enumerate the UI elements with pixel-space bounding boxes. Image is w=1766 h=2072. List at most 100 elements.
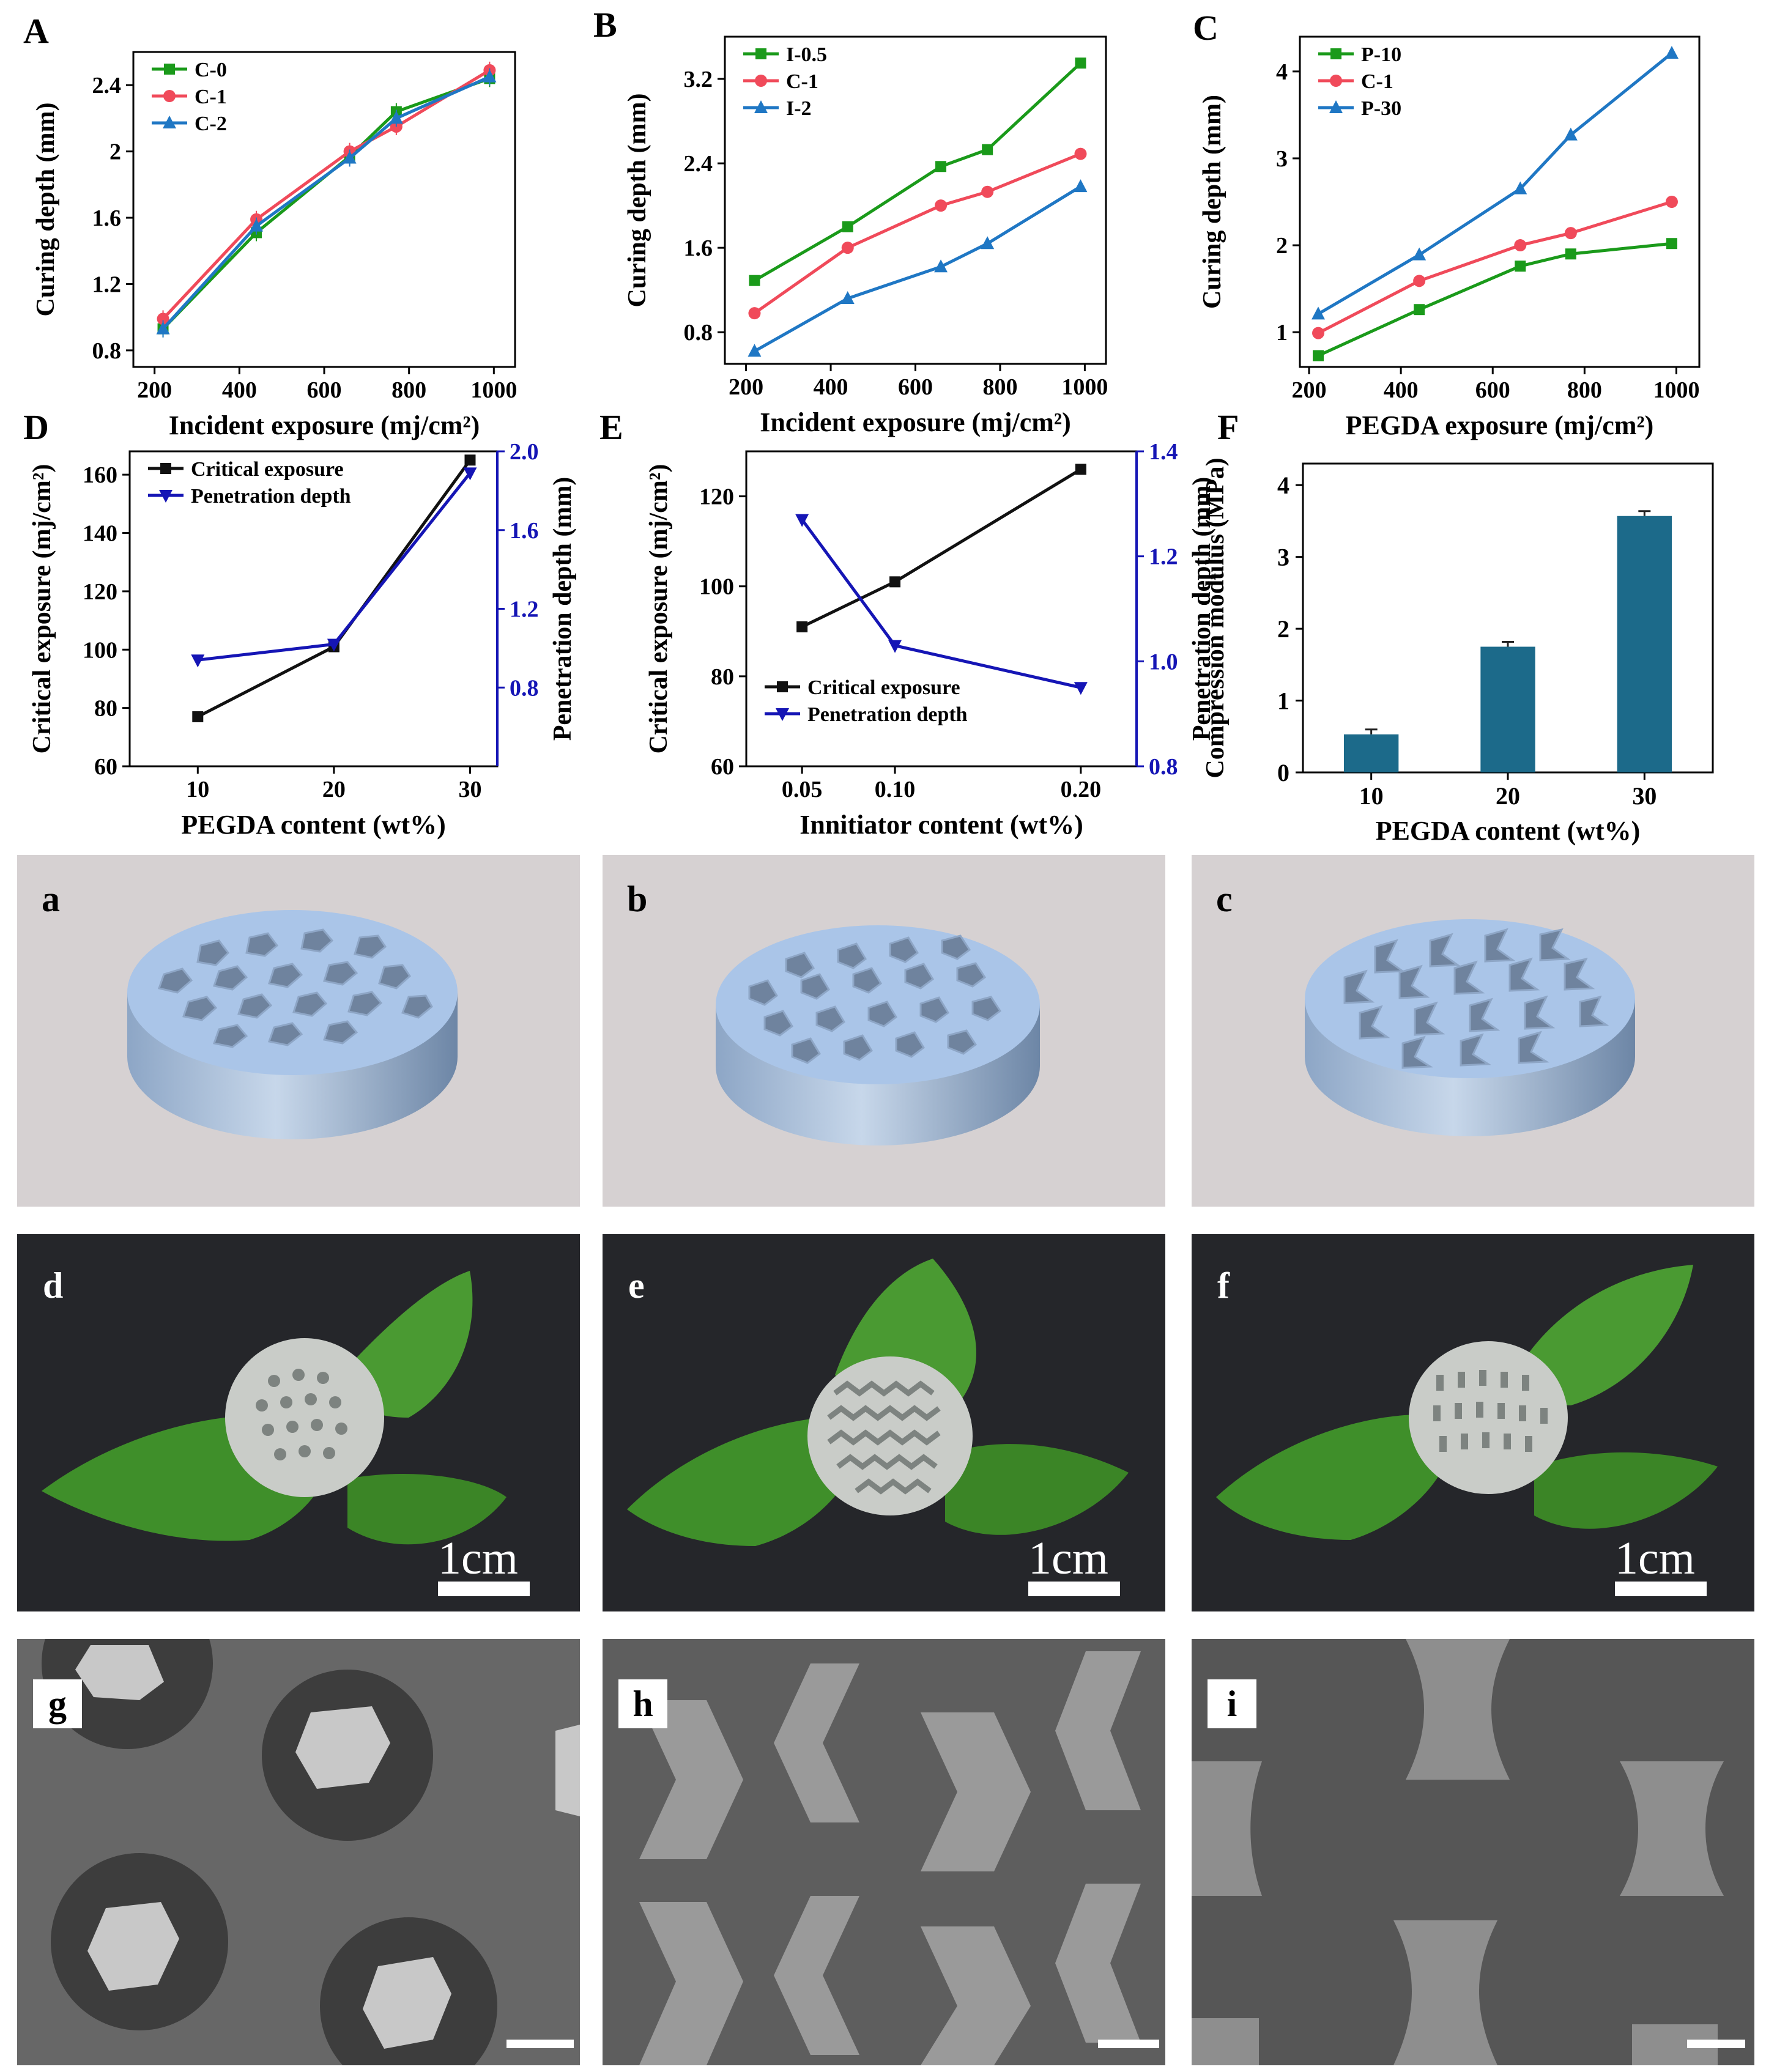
- plot-frame: [132, 51, 516, 368]
- data-point: [250, 218, 264, 232]
- y-tick-label: 0.8: [684, 320, 713, 346]
- y-right-tick-label: 1.0: [1149, 649, 1178, 675]
- data-point: [1412, 247, 1427, 261]
- y-tick-label: 140: [83, 521, 117, 547]
- x-tick-label: 800: [1567, 377, 1602, 403]
- plot-frame: [724, 35, 1107, 365]
- series-line: [801, 468, 1082, 629]
- y-right-tick-label: 0.8: [510, 675, 539, 701]
- data-point: [1413, 275, 1426, 287]
- data-point: [483, 69, 497, 83]
- series-line: [754, 62, 1082, 282]
- y-axis-label: Curing depth (mm): [32, 102, 60, 316]
- y-tick-label: 1.6: [92, 205, 122, 231]
- x-tick-label: 0.20: [1061, 777, 1102, 802]
- y-tick-label: 3: [1277, 544, 1289, 571]
- legend-label: P-30: [1361, 97, 1401, 120]
- data-point: [796, 621, 808, 632]
- plot-frame: [1299, 35, 1701, 368]
- legend-label: C-1: [786, 70, 818, 93]
- legend-marker: [776, 708, 789, 721]
- data-point: [1515, 261, 1526, 272]
- data-point: [934, 259, 948, 273]
- photo-panel-f: f 1cm: [1192, 1234, 1754, 1611]
- bar: [1344, 734, 1399, 772]
- legend-label: Critical exposure: [191, 458, 344, 481]
- legend-marker: [755, 75, 767, 87]
- data-point: [842, 221, 853, 232]
- bowtie-scaffold-model: [1305, 919, 1635, 1136]
- x-tick-label: 800: [982, 374, 1017, 400]
- panel-letter-a: a: [42, 879, 60, 919]
- chart-a: A 200 400 600 800 1000 0.8 1.2 1.6 2 2.4 C-0 C-1 C-2 I…: [23, 11, 517, 440]
- legend-marker: [164, 64, 175, 75]
- legend-marker: [754, 100, 768, 113]
- x-tick-label: 30: [458, 777, 481, 802]
- x-axis-label: PEGDA content (wt%): [1376, 816, 1641, 846]
- scale-bar-i: [1687, 2040, 1745, 2048]
- x-axis-label: Incident exposure (mj/cm²): [760, 407, 1071, 437]
- x-tick-label: 200: [137, 377, 172, 403]
- y-right-tick-label: 1.2: [1149, 544, 1178, 570]
- leaf-with-chevron-scaffold-photo: [627, 1259, 1129, 1546]
- bowtie-pores-micrograph: [1192, 1639, 1754, 2065]
- data-point: [1075, 57, 1086, 69]
- y-tick-label: 60: [94, 754, 117, 780]
- x-tick-label: 200: [729, 374, 763, 400]
- bar: [1617, 516, 1672, 772]
- series-line: [754, 152, 1081, 315]
- panel-letter-d: d: [43, 1265, 64, 1306]
- data-point: [464, 454, 476, 466]
- micrograph-panel-g: g: [17, 1639, 580, 2065]
- render-panel-b: b: [603, 855, 1165, 1207]
- y-tick-label: 0: [1277, 759, 1289, 786]
- panel-label-D: D: [23, 407, 49, 447]
- legend-marker: [159, 490, 173, 503]
- y-tick-label: 60: [711, 754, 734, 780]
- y-right-axis-label: Penetration depth (mm): [549, 477, 577, 741]
- series-line: [1317, 242, 1672, 357]
- legend-marker: [777, 681, 788, 692]
- chevron-scaffold-model: [716, 925, 1040, 1145]
- y-tick-label: 80: [711, 664, 734, 690]
- panel-label-C: C: [1193, 8, 1219, 48]
- y-tick-label: 100: [699, 574, 734, 600]
- legend-marker: [1329, 100, 1343, 113]
- x-tick-label: 400: [1384, 377, 1419, 403]
- x-tick-label: 1000: [470, 377, 517, 403]
- y-tick-label: 4: [1277, 472, 1289, 499]
- data-point: [1313, 350, 1324, 361]
- x-tick-label: 30: [1632, 782, 1657, 810]
- legend-label: C-0: [195, 59, 227, 81]
- legend-marker: [163, 116, 176, 128]
- micrograph-panel-h: h: [603, 1639, 1165, 2065]
- data-point: [1312, 306, 1326, 320]
- data-point: [748, 307, 761, 320]
- chart-e: E 0.05 0.10 0.20 60 80 100 120 0.8 1.0 1.2 1.4 Criti…: [599, 407, 1216, 840]
- y-axis-label: Curing depth (mm): [623, 93, 651, 307]
- data-point: [1564, 227, 1577, 240]
- leaf-with-bowtie-scaffold-photo: [1216, 1265, 1718, 1540]
- scale-bar-label-e: 1cm: [1028, 1533, 1108, 1584]
- y-right-tick-label: 1.2: [510, 597, 539, 623]
- hexagonal-pores-micrograph: [17, 1639, 580, 2065]
- data-point: [327, 638, 341, 652]
- data-point: [192, 711, 204, 722]
- legend-label: I-0.5: [786, 43, 827, 66]
- chart-b: B 200 400 600 800 1000 0.8 1.6 2.4 3.2 I-0.5 C-1 I-2…: [593, 5, 1108, 437]
- chart-c: C 200 400 600 800 1000 1 2 3 4 P-10 C-1 P-30 PEGDA ex…: [1193, 8, 1701, 440]
- legend-marker: [160, 463, 171, 474]
- y-tick-label: 120: [699, 484, 734, 510]
- y-tick-label: 1.6: [684, 235, 713, 261]
- data-point: [981, 185, 994, 198]
- micrograph-panel-i: i: [1192, 1639, 1754, 2065]
- y-right-tick-label: 2.0: [510, 439, 539, 465]
- scale-bar-label-d: 1cm: [438, 1533, 518, 1584]
- data-point: [1514, 239, 1527, 252]
- y-tick-label: 2: [1277, 615, 1289, 643]
- y-axis-label: Critical exposure (mj/cm²): [28, 464, 56, 754]
- data-point: [463, 467, 477, 481]
- legend-marker: [1330, 48, 1341, 59]
- legend-label: C-1: [195, 86, 227, 108]
